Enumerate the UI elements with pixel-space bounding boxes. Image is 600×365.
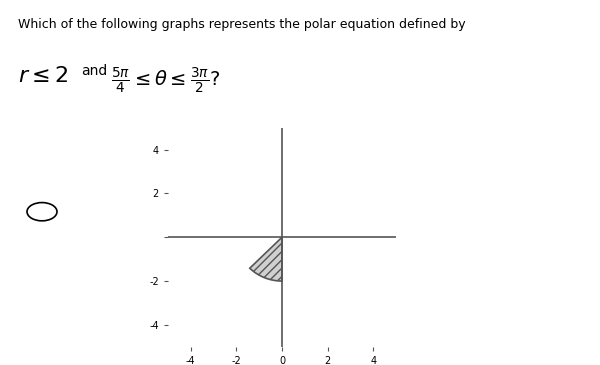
Wedge shape: [250, 237, 282, 281]
Text: $r \leq 2$: $r \leq 2$: [18, 66, 68, 86]
Text: and: and: [81, 64, 107, 78]
Text: Which of the following graphs represents the polar equation defined by: Which of the following graphs represents…: [18, 18, 466, 31]
Text: $\frac{5\pi}{4} \leq \theta \leq \frac{3\pi}{2}$?: $\frac{5\pi}{4} \leq \theta \leq \frac{3…: [111, 66, 220, 96]
